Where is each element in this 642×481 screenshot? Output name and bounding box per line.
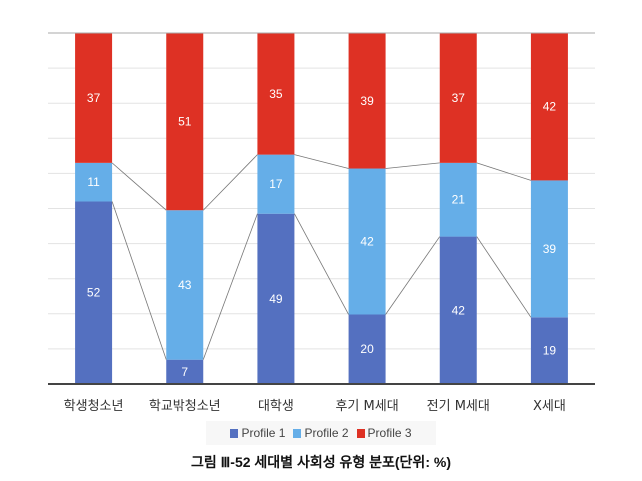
bar-segment [75, 162, 113, 202]
bar-segment [257, 33, 295, 155]
data-label: 42 [360, 235, 374, 249]
bar-segment [530, 180, 568, 318]
series-line [385, 162, 440, 169]
bar-segment [75, 33, 113, 163]
bar-segment [166, 33, 204, 211]
data-label: 7 [181, 365, 188, 379]
bar-segment [75, 201, 113, 384]
category-label: 후기 M세대 [335, 399, 398, 414]
series-line [202, 213, 258, 360]
bar-segment [439, 236, 477, 384]
bar-segment [530, 317, 568, 384]
series-line [294, 213, 349, 315]
legend-item-profile-2: Profile 2 [293, 426, 349, 440]
legend-item-profile-1: Profile 1 [230, 426, 285, 440]
bar-segment [439, 162, 477, 237]
data-label: 51 [178, 115, 192, 129]
bar-segment [166, 359, 204, 384]
data-label: 35 [269, 87, 283, 101]
data-label: 11 [87, 175, 100, 189]
legend-item-profile-3: Profile 3 [356, 426, 412, 440]
data-label: 21 [452, 193, 466, 207]
data-label: 43 [178, 278, 192, 292]
data-label: 37 [87, 91, 101, 105]
category-label: X세대 [533, 399, 566, 414]
bar-segment [166, 210, 204, 360]
data-label: 39 [543, 242, 557, 256]
legend-swatch [230, 428, 239, 438]
bar-segment [257, 213, 295, 384]
stacked-bar-chart: 52 11 37 학생청소년 7 43 51 학교밖청소년 49 17 35 대학생 20 42 39 후기 … [48, 32, 595, 414]
category-label: 학교밖청소년 [149, 399, 221, 414]
data-label: 52 [87, 286, 101, 300]
bar-segment [348, 314, 386, 384]
legend-swatch [356, 428, 365, 438]
series-line [111, 201, 167, 360]
data-label: 19 [543, 344, 557, 358]
figure-caption: 그림 Ⅲ-52 세대별 사회성 유형 분포(단위: %) [191, 454, 451, 470]
bar-segment [439, 33, 477, 163]
data-label: 17 [269, 177, 283, 191]
data-label: 42 [543, 100, 557, 114]
data-label: 39 [360, 94, 374, 108]
legend-swatch [293, 428, 302, 438]
category-label: 대학생 [258, 399, 294, 414]
series-line [294, 154, 349, 169]
data-label: 37 [452, 91, 466, 105]
bar-segment [530, 33, 568, 181]
category-label: 학생청소년 [64, 399, 124, 414]
series-line [476, 162, 532, 181]
data-label: 20 [360, 342, 374, 356]
bar-segment [348, 168, 386, 315]
series-line [385, 236, 441, 315]
bar-segment [348, 33, 386, 169]
series-line [202, 154, 258, 211]
series-line [111, 162, 167, 211]
data-label: 49 [269, 292, 283, 306]
category-label: 전기 M세대 [427, 399, 490, 414]
legend: Profile 1 Profile 2 Profile 3 [206, 421, 436, 445]
series-line [476, 236, 532, 318]
bar-segment [257, 154, 295, 214]
data-label: 42 [452, 303, 466, 317]
